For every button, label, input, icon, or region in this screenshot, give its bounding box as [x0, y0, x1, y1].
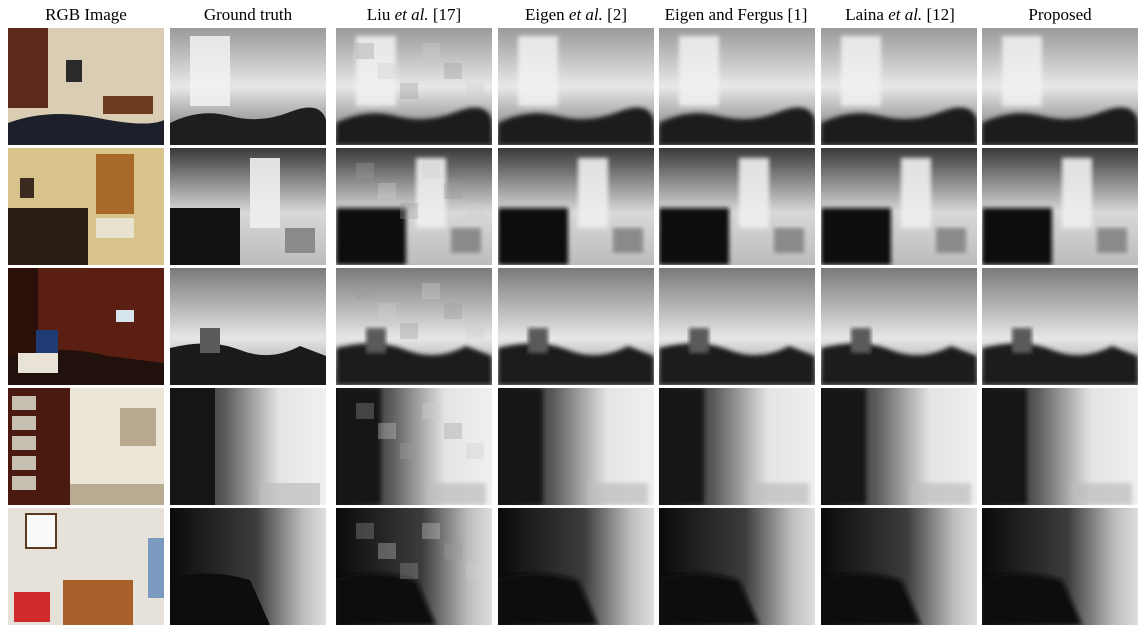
depth-image-proposed-row-5	[982, 508, 1138, 625]
header-rgb-image: RGB Image	[45, 5, 127, 24]
header-laina-etal: et al.	[888, 5, 923, 24]
depth-image-laina-row-5	[821, 508, 977, 625]
depth-map-eigen-row-5	[498, 508, 654, 625]
depth-map-liu-row-5	[336, 508, 492, 625]
depth-image-proposed-row-1	[982, 28, 1138, 145]
depth-image-laina-row-2	[821, 148, 977, 265]
depth-map-proposed-row-3	[982, 268, 1138, 385]
header-proposed: Proposed	[1028, 5, 1092, 24]
depth-map-eigen_fergus-row-1	[659, 28, 815, 145]
depth-image-eigen_fergus-row-3	[659, 268, 815, 385]
depth-map-gt-row-1	[170, 28, 326, 145]
depth-image-proposed-row-3	[982, 268, 1138, 385]
header-eigen-etal: et al.	[568, 5, 603, 24]
depth-map-laina-row-5	[821, 508, 977, 625]
depth-map-proposed-row-5	[982, 508, 1138, 625]
header-laina-ref: [12]	[926, 5, 955, 24]
rgb-image-rgb-row-1	[8, 28, 164, 145]
depth-image-eigen_fergus-row-1	[659, 28, 815, 145]
rgb-image-rgb-row-5	[8, 508, 164, 625]
depth-map-liu-row-4	[336, 388, 492, 505]
rgb-image-rgb-row-3	[8, 268, 164, 385]
depth-image-eigen_fergus-row-2	[659, 148, 815, 265]
header-liu-etal: et al.	[394, 5, 429, 24]
header-eigen-name: Eigen	[525, 5, 565, 24]
depth-map-laina-row-3	[821, 268, 977, 385]
depth-image-gt-row-3	[170, 268, 326, 385]
depth-map-gt-row-3	[170, 268, 326, 385]
depth-map-liu-row-2	[336, 148, 492, 265]
depth-map-eigen_fergus-row-4	[659, 388, 815, 505]
depth-map-eigen_fergus-row-3	[659, 268, 815, 385]
depth-map-eigen-row-1	[498, 28, 654, 145]
depth-map-laina-row-1	[821, 28, 977, 145]
depth-image-gt-row-4	[170, 388, 326, 505]
depth-image-eigen-row-3	[498, 268, 654, 385]
depth-map-gt-row-4	[170, 388, 326, 505]
depth-image-gt-row-5	[170, 508, 326, 625]
depth-image-gt-row-1	[170, 28, 326, 145]
depth-image-laina-row-1	[821, 28, 977, 145]
header-laina: Laina et al. [12]	[820, 4, 980, 26]
header-liu-ref: [17]	[432, 5, 462, 24]
depth-map-proposed-row-2	[982, 148, 1138, 265]
depth-image-eigen-row-5	[498, 508, 654, 625]
header-laina-name: Laina	[845, 5, 884, 24]
header-liu-name: Liu	[366, 5, 391, 24]
depth-image-eigen_fergus-row-4	[659, 388, 815, 505]
rgb-image-rgb-row-4	[8, 388, 164, 505]
rgb-image-rgb-row-2	[8, 148, 164, 265]
rgb-photo-rgb-row-1	[8, 28, 164, 145]
depth-image-proposed-row-2	[982, 148, 1138, 265]
depth-map-eigen-row-3	[498, 268, 654, 385]
header-eigen-ref: [2]	[607, 5, 627, 24]
depth-image-eigen-row-1	[498, 28, 654, 145]
depth-map-liu-row-3	[336, 268, 492, 385]
depth-map-eigen-row-2	[498, 148, 654, 265]
depth-image-laina-row-4	[821, 388, 977, 505]
depth-map-proposed-row-4	[982, 388, 1138, 505]
rgb-photo-rgb-row-2	[8, 148, 164, 265]
rgb-photo-rgb-row-3	[8, 268, 164, 385]
depth-image-proposed-row-4	[982, 388, 1138, 505]
depth-image-laina-row-3	[821, 268, 977, 385]
depth-image-liu-row-1	[336, 28, 492, 145]
depth-image-liu-row-5	[336, 508, 492, 625]
depth-image-liu-row-2	[336, 148, 492, 265]
header-eigen-fergus: Eigen and Fergus [1]	[664, 5, 808, 24]
depth-map-eigen_fergus-row-2	[659, 148, 815, 265]
depth-map-gt-row-2	[170, 148, 326, 265]
rgb-photo-rgb-row-5	[8, 508, 164, 625]
rgb-photo-rgb-row-4	[8, 388, 164, 505]
depth-image-gt-row-2	[170, 148, 326, 265]
depth-image-liu-row-4	[336, 388, 492, 505]
depth-map-laina-row-2	[821, 148, 977, 265]
header-eigen: Eigen et al. [2]	[496, 4, 656, 26]
depth-map-gt-row-5	[170, 508, 326, 625]
depth-image-eigen_fergus-row-5	[659, 508, 815, 625]
header-ground-truth: Ground truth	[203, 5, 293, 24]
depth-image-eigen-row-4	[498, 388, 654, 505]
depth-map-eigen-row-4	[498, 388, 654, 505]
depth-image-liu-row-3	[336, 268, 492, 385]
depth-map-proposed-row-1	[982, 28, 1138, 145]
depth-map-liu-row-1	[336, 28, 492, 145]
depth-map-eigen_fergus-row-5	[659, 508, 815, 625]
depth-image-eigen-row-2	[498, 148, 654, 265]
depth-map-laina-row-4	[821, 388, 977, 505]
header-liu: Liu et al. [17]	[334, 4, 494, 26]
